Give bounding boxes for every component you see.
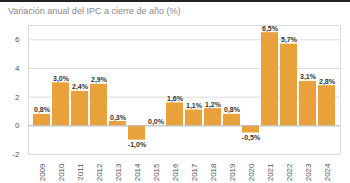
svg-text:2021: 2021 [266, 163, 275, 181]
svg-text:1,6%: 1,6% [167, 95, 184, 103]
svg-text:0: 0 [15, 121, 20, 130]
svg-text:1,2%: 1,2% [205, 101, 222, 109]
svg-text:-2: -2 [12, 150, 20, 159]
svg-text:0,8%: 0,8% [224, 106, 241, 114]
svg-text:2024: 2024 [323, 163, 332, 181]
svg-text:2020: 2020 [247, 163, 256, 181]
svg-text:4: 4 [15, 64, 20, 73]
svg-text:3,0%: 3,0% [53, 75, 70, 83]
html-text:Variación anual del IPC a cier: Variación anual del IPC a cierre de año … [8, 6, 181, 16]
svg-text:-1,0%: -1,0% [128, 141, 147, 149]
svg-text:6: 6 [15, 35, 20, 44]
svg-text:2009: 2009 [38, 163, 47, 181]
svg-text:2011: 2011 [76, 163, 85, 181]
svg-text:2017: 2017 [190, 163, 199, 181]
svg-text:0,8%: 0,8% [34, 106, 51, 114]
svg-text:2,9%: 2,9% [91, 76, 108, 84]
svg-text:1,1%: 1,1% [186, 102, 203, 110]
svg-text:2012: 2012 [95, 163, 104, 181]
svg-text:2022: 2022 [285, 163, 294, 181]
svg-text:-0,5%: -0,5% [242, 134, 261, 142]
svg-text:2016: 2016 [171, 163, 180, 181]
svg-text:2,4%: 2,4% [72, 83, 89, 91]
svg-text:2018: 2018 [209, 163, 218, 181]
svg-text:2015: 2015 [152, 163, 161, 181]
svg-text:2010: 2010 [57, 163, 66, 181]
svg-text:2013: 2013 [114, 163, 123, 181]
svg-text:0,0%: 0,0% [148, 118, 165, 126]
svg-text:2,8%: 2,8% [319, 78, 336, 86]
svg-text:2019: 2019 [228, 163, 237, 181]
svg-text:2: 2 [15, 93, 20, 102]
svg-text:0,3%: 0,3% [110, 114, 127, 122]
svg-text:2023: 2023 [304, 163, 313, 181]
svg-text:5,7%: 5,7% [281, 36, 298, 44]
svg-text:6,5%: 6,5% [262, 25, 279, 33]
svg-text:3,1%: 3,1% [300, 73, 317, 81]
svg-text:2014: 2014 [133, 163, 142, 181]
